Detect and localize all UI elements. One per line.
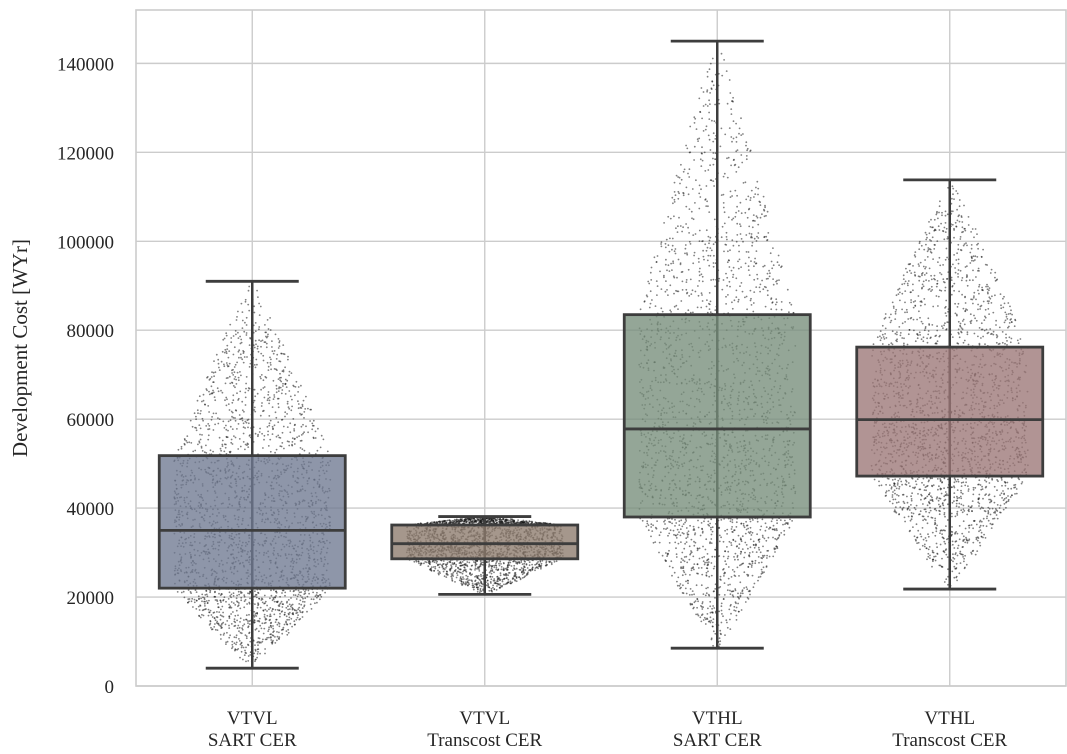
x-tick-label: VTVL Transcost CER — [427, 708, 542, 751]
box-iqr — [390, 523, 580, 561]
y-tick-label: 0 — [105, 677, 115, 698]
box-iqr — [157, 454, 347, 590]
box-4 — [855, 178, 1045, 591]
box-1 — [157, 279, 347, 670]
plot-frame — [135, 9, 1067, 687]
box-2 — [390, 515, 580, 596]
boxes — [157, 39, 1045, 670]
x-tick-labels: VTVL SART CER VTVL Transcost CER VTHL SART CE… — [208, 708, 1008, 751]
box-iqr — [855, 345, 1045, 478]
y-tick-labels: 0 20000 40000 60000 80000 100000 120000 140000 — [57, 54, 114, 698]
box-iqr — [622, 313, 812, 519]
y-tick-label: 120000 — [57, 143, 114, 164]
y-tick-label: 140000 — [57, 54, 114, 75]
box-3 — [622, 39, 812, 650]
y-tick-label: 80000 — [67, 321, 115, 342]
x-tick-label: VTHL SART CER — [673, 708, 762, 751]
y-axis-title: Development Cost [WYr] — [8, 239, 32, 457]
y-tick-label: 100000 — [57, 232, 114, 253]
x-tick-label: VTHL Transcost CER — [892, 708, 1007, 751]
x-tick-label: VTVL SART CER — [208, 708, 297, 751]
y-tick-label: 60000 — [67, 410, 115, 431]
y-tick-label: 20000 — [67, 588, 115, 609]
y-tick-label: 40000 — [67, 499, 115, 520]
